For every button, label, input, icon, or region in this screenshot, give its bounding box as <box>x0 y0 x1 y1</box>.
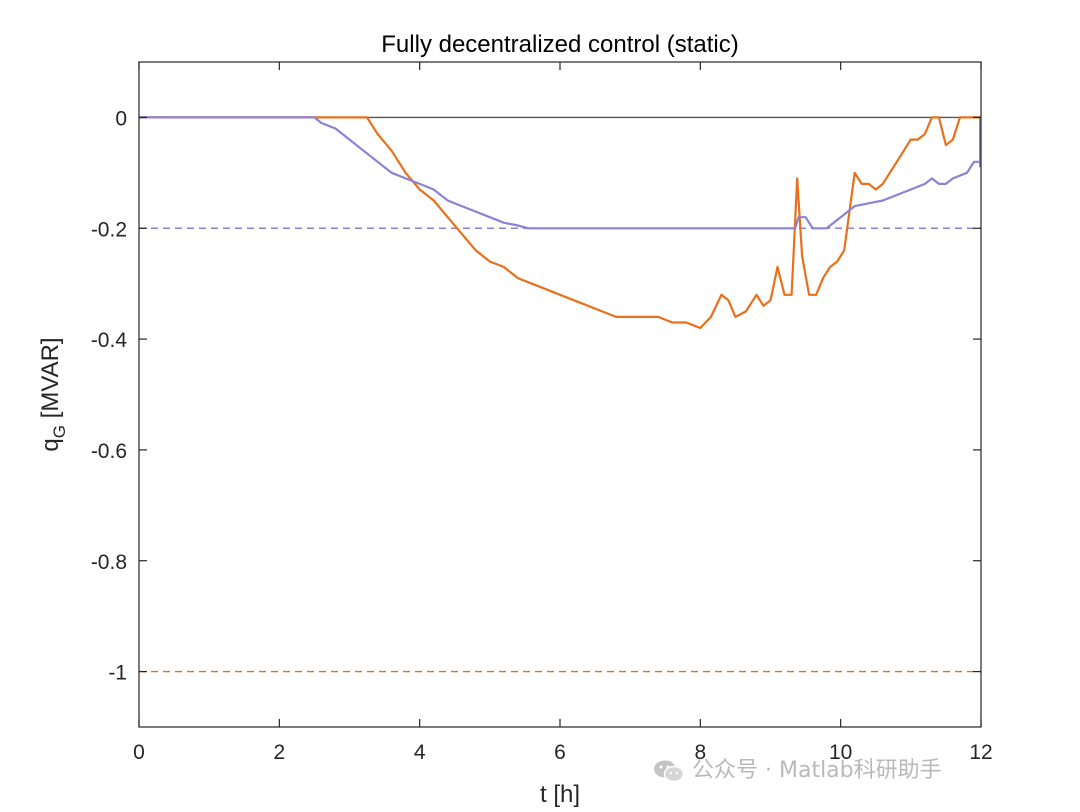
axes-box <box>138 61 982 728</box>
wechat-icon <box>654 760 685 783</box>
series-layer <box>139 116 981 330</box>
y-tick-label: 0 <box>115 107 127 130</box>
y-axis-label-unit: [MVAR] <box>37 337 64 425</box>
x-axis-label: t [h] <box>540 781 580 808</box>
y-axis-label-main: q <box>37 438 64 451</box>
x-tick-label: 12 <box>969 741 992 764</box>
watermark: 公众号 · Matlab科研助手 <box>652 752 942 784</box>
watermark-text: 公众号 · Matlab科研助手 <box>692 758 942 783</box>
x-tick-label: 10 <box>829 741 852 764</box>
chart-title: Fully decentralized control (static) <box>381 31 738 58</box>
x-tick-label: 4 <box>414 741 426 764</box>
x-tick-label: 8 <box>694 741 706 764</box>
series-line-1 <box>139 116 981 230</box>
reference-lines <box>139 116 981 673</box>
y-tick-label: -0.6 <box>91 440 127 463</box>
y-tick-label: -0.4 <box>91 329 128 352</box>
y-tick-label: -1 <box>108 662 127 685</box>
x-tick-label: 2 <box>273 741 285 764</box>
y-tick-label: -0.2 <box>91 218 127 241</box>
y-axis-label-subscript: G <box>50 425 69 438</box>
x-tick-label: 6 <box>554 741 566 764</box>
y-tick-label: -0.8 <box>91 551 127 574</box>
series-line-0 <box>139 116 981 330</box>
y-ticks: 0 -0.2 -0.4 -0.6 -0.8 -1 <box>91 107 981 685</box>
x-tick-label: 0 <box>133 741 145 764</box>
x-ticks: 0 2 4 6 8 10 12 <box>133 62 993 764</box>
y-axis-label: qG [MVAR] <box>37 337 69 451</box>
